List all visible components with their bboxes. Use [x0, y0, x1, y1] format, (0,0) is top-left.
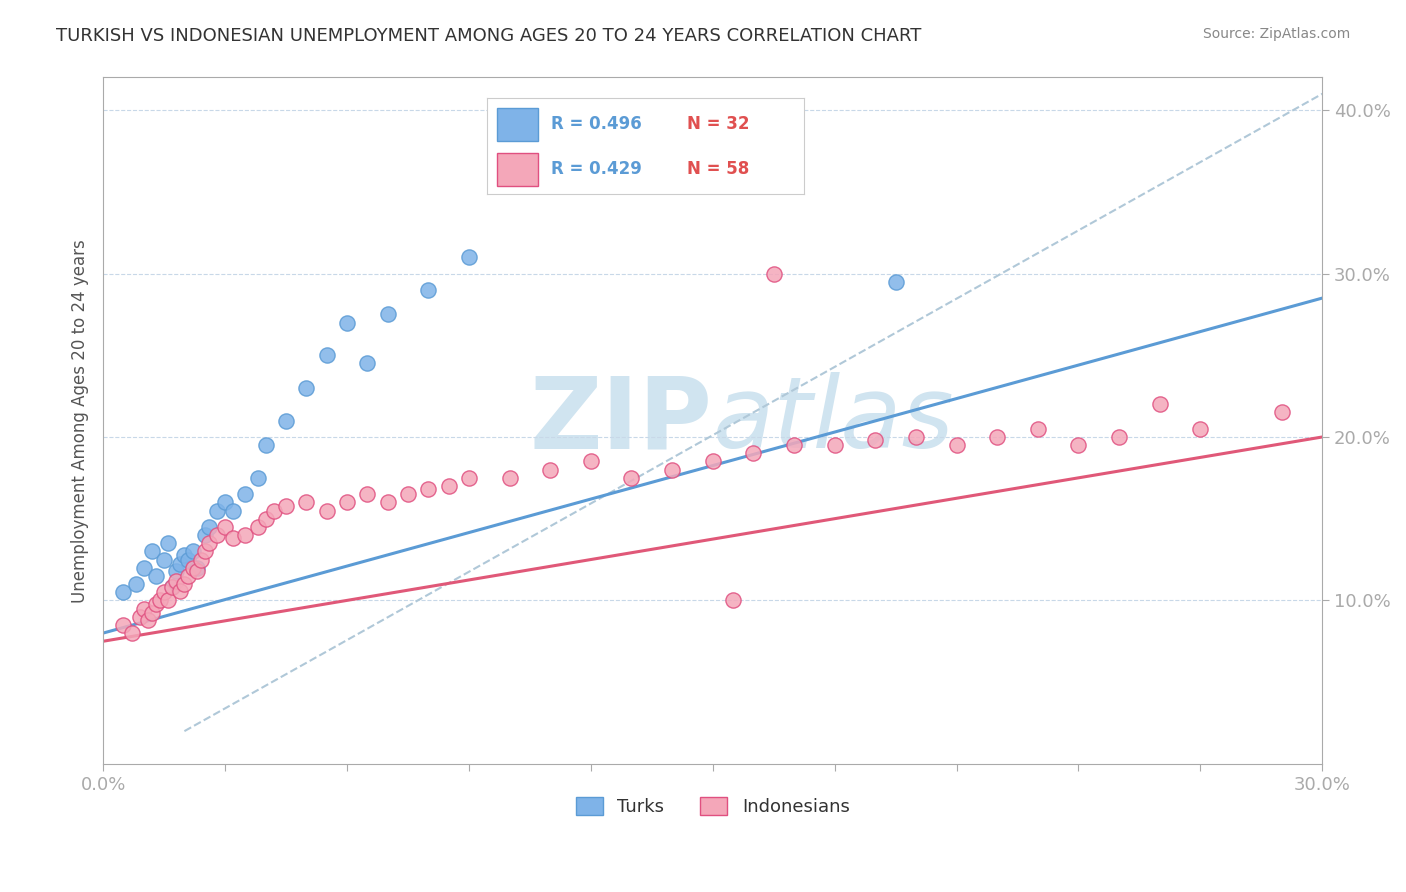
Text: Source: ZipAtlas.com: Source: ZipAtlas.com	[1202, 27, 1350, 41]
Point	[356, 356, 378, 370]
Point	[173, 548, 195, 562]
Point	[190, 552, 212, 566]
Point	[165, 564, 187, 578]
Point	[263, 503, 285, 517]
Point	[141, 544, 163, 558]
Point	[112, 618, 135, 632]
Point	[124, 577, 146, 591]
Point	[153, 585, 176, 599]
Point	[904, 430, 927, 444]
Point	[315, 348, 337, 362]
Point	[418, 283, 440, 297]
Point	[295, 495, 318, 509]
Point	[214, 520, 236, 534]
Point	[1108, 430, 1130, 444]
Point	[254, 511, 277, 525]
Point	[181, 544, 204, 558]
Point	[186, 560, 208, 574]
Point	[235, 528, 257, 542]
Point	[661, 463, 683, 477]
Point	[437, 479, 460, 493]
Point	[620, 471, 643, 485]
Point	[945, 438, 967, 452]
Point	[377, 307, 399, 321]
Point	[157, 593, 180, 607]
Point	[181, 560, 204, 574]
Point	[112, 585, 135, 599]
Point	[132, 601, 155, 615]
Point	[165, 574, 187, 588]
Point	[235, 487, 257, 501]
Point	[214, 495, 236, 509]
Point	[198, 520, 221, 534]
Point	[336, 316, 359, 330]
Text: atlas: atlas	[713, 372, 955, 469]
Point	[315, 503, 337, 517]
Y-axis label: Unemployment Among Ages 20 to 24 years: Unemployment Among Ages 20 to 24 years	[72, 239, 89, 602]
Point	[762, 267, 785, 281]
Legend: Turks, Indonesians: Turks, Indonesians	[568, 789, 858, 823]
Point	[356, 487, 378, 501]
Point	[274, 499, 297, 513]
Point	[1149, 397, 1171, 411]
Point	[153, 552, 176, 566]
Point	[121, 626, 143, 640]
Point	[194, 544, 217, 558]
Point	[1067, 438, 1090, 452]
Point	[1271, 405, 1294, 419]
Point	[824, 438, 846, 452]
Point	[295, 381, 318, 395]
Point	[205, 528, 228, 542]
Point	[157, 536, 180, 550]
Point	[702, 454, 724, 468]
Point	[246, 471, 269, 485]
Point	[186, 564, 208, 578]
Point	[194, 528, 217, 542]
Point	[396, 487, 419, 501]
Point	[721, 593, 744, 607]
Point	[1189, 422, 1212, 436]
Point	[457, 471, 479, 485]
Point	[145, 569, 167, 583]
Point	[169, 558, 191, 572]
Point	[538, 463, 561, 477]
Text: ZIP: ZIP	[530, 372, 713, 469]
Point	[205, 503, 228, 517]
Point	[160, 580, 183, 594]
Point	[986, 430, 1008, 444]
Point	[783, 169, 806, 183]
Point	[336, 495, 359, 509]
Point	[865, 434, 887, 448]
Point	[132, 560, 155, 574]
Point	[145, 597, 167, 611]
Point	[274, 414, 297, 428]
Point	[169, 583, 191, 598]
Point	[222, 503, 245, 517]
Point	[246, 520, 269, 534]
Point	[579, 454, 602, 468]
Point	[173, 577, 195, 591]
Point	[177, 552, 200, 566]
Point	[254, 438, 277, 452]
Point	[377, 495, 399, 509]
Point	[149, 593, 172, 607]
Point	[498, 471, 520, 485]
Text: TURKISH VS INDONESIAN UNEMPLOYMENT AMONG AGES 20 TO 24 YEARS CORRELATION CHART: TURKISH VS INDONESIAN UNEMPLOYMENT AMONG…	[56, 27, 921, 45]
Point	[177, 569, 200, 583]
Point	[783, 438, 806, 452]
Point	[160, 580, 183, 594]
Point	[198, 536, 221, 550]
Point	[418, 483, 440, 497]
Point	[128, 609, 150, 624]
Point	[1026, 422, 1049, 436]
Point	[884, 275, 907, 289]
Point	[141, 607, 163, 621]
Point	[742, 446, 765, 460]
Point	[457, 250, 479, 264]
Point	[136, 613, 159, 627]
Point	[222, 531, 245, 545]
